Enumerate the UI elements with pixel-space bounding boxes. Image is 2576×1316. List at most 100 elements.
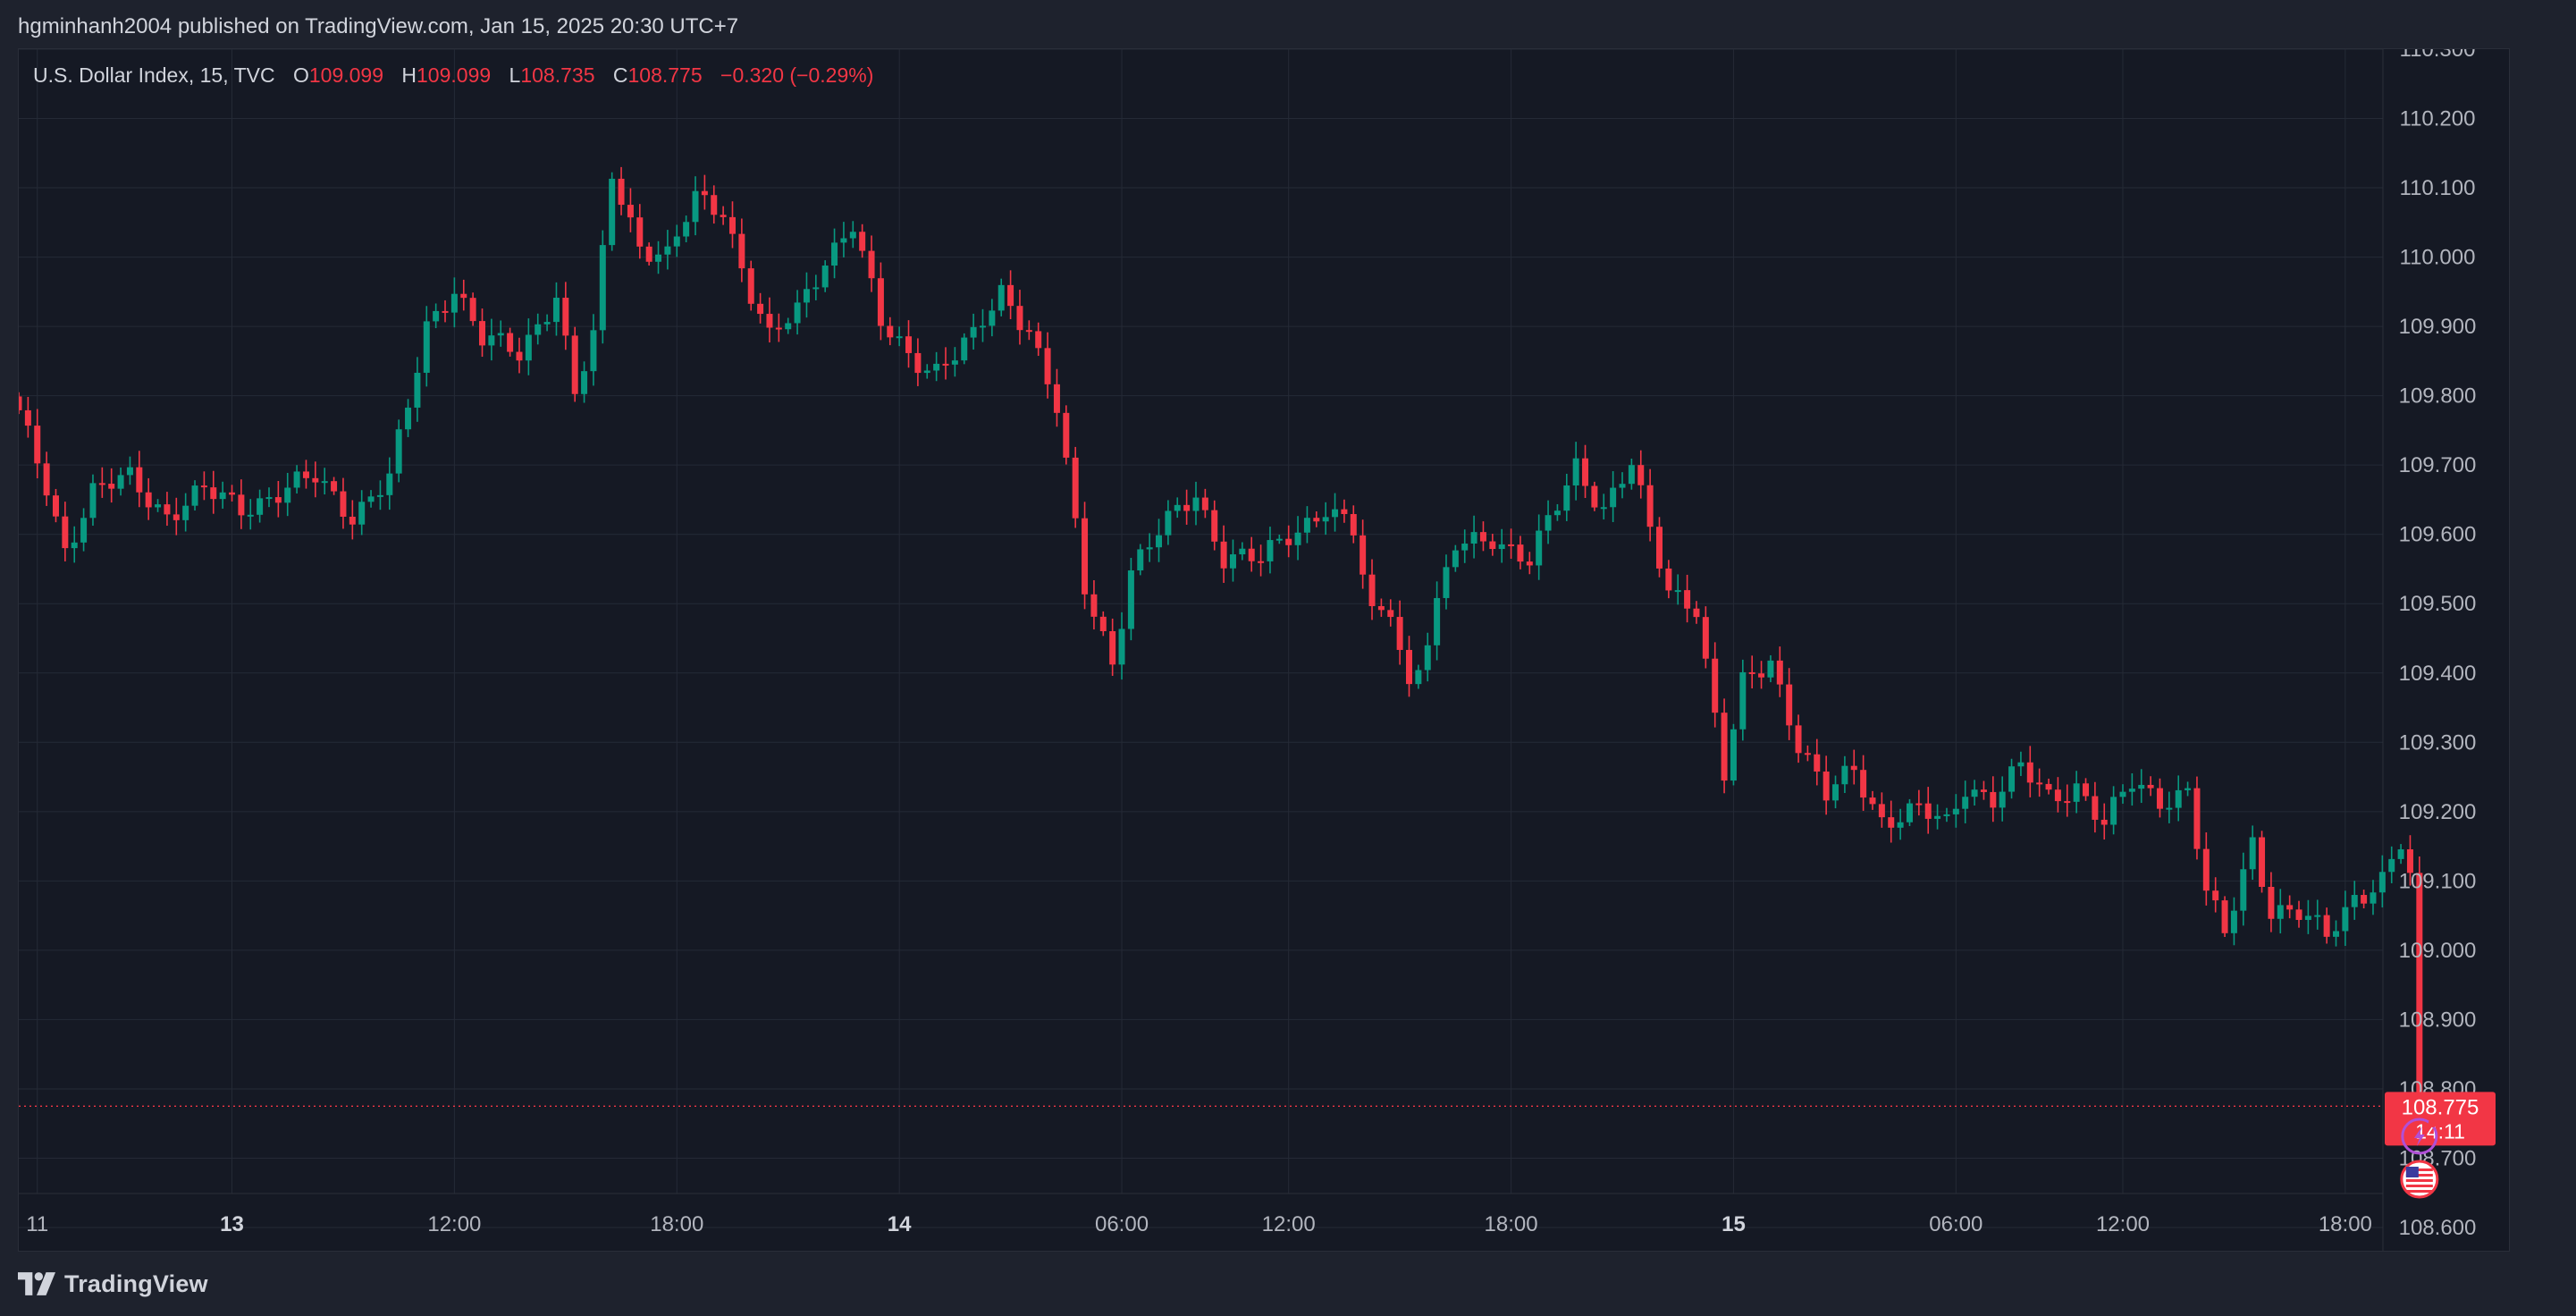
candle <box>961 333 968 365</box>
candle-body <box>1007 284 1014 307</box>
candle-body <box>2351 895 2358 907</box>
candle <box>1183 489 1191 525</box>
tradingview-logo-icon <box>18 1272 55 1295</box>
candle-body <box>1804 753 1811 755</box>
price-tick-label: 110.100 <box>2400 176 2476 200</box>
candle-body <box>2036 782 2043 785</box>
high-label: H <box>401 63 417 87</box>
candle <box>1841 755 1848 794</box>
candle <box>1600 494 1607 520</box>
candle <box>2416 856 2423 1121</box>
candle <box>1294 516 1301 561</box>
price-axis[interactable]: 108.600108.700108.800108.900109.000109.1… <box>2399 49 2477 1240</box>
candle <box>2166 791 2173 823</box>
flag-canton <box>2405 1167 2419 1177</box>
candle-body <box>2286 905 2294 910</box>
candle-body <box>219 492 226 500</box>
time-tick-label: 12:00 <box>427 1212 481 1236</box>
candle-body <box>479 321 485 346</box>
candle <box>200 471 207 501</box>
candle <box>433 303 440 329</box>
candle <box>414 357 421 422</box>
candle <box>1146 533 1153 562</box>
candle <box>590 314 597 386</box>
time-axis[interactable]: 11 13 12:00 18:00 14 06:00 12:00 18:00 15 06:00 12… <box>26 1212 2372 1236</box>
candle <box>2388 846 2395 883</box>
candle <box>1220 525 1227 583</box>
candle-body <box>552 298 560 323</box>
candle <box>2128 773 2135 806</box>
candle <box>673 224 680 257</box>
candle <box>905 320 913 368</box>
candle <box>831 228 838 279</box>
candle-body <box>2083 783 2090 797</box>
candle <box>2314 899 2321 930</box>
candle <box>1109 618 1116 676</box>
candle-body <box>136 467 143 493</box>
time-tick-label: 11 <box>26 1212 48 1236</box>
flag-stripe <box>2405 1185 2433 1187</box>
candle <box>1980 780 1987 800</box>
candle <box>219 481 226 509</box>
candle-body <box>1248 548 1255 561</box>
candle-body <box>265 497 273 500</box>
candle-body <box>2314 915 2321 917</box>
candle <box>1332 493 1339 532</box>
candle-body <box>1637 465 1645 485</box>
candle-body <box>599 245 606 331</box>
candle-body <box>2100 819 2108 825</box>
candle <box>543 314 551 332</box>
candle-body <box>2064 801 2071 804</box>
candle <box>1897 808 1904 840</box>
price-tick-label: 109.300 <box>2399 730 2477 755</box>
candle-body <box>34 426 41 464</box>
candle <box>655 240 662 274</box>
candle-body <box>1712 658 1719 713</box>
candle <box>664 230 671 270</box>
price-tick-label: 108.600 <box>2399 1216 2477 1240</box>
candle <box>618 166 625 215</box>
candle-body <box>655 254 662 262</box>
price-tick-label: 110.000 <box>2400 246 2476 270</box>
candle <box>2054 777 2061 813</box>
candle-body <box>1526 561 1533 566</box>
alert-ring <box>2401 1118 2438 1155</box>
candle <box>1758 661 1765 689</box>
candle-body <box>933 363 940 371</box>
chart-area[interactable]: 108.600 108.700 108.800 108.900 109.000 109.1… <box>18 48 2510 1252</box>
candle-body <box>2147 784 2154 789</box>
candle <box>155 499 162 512</box>
candle-body <box>2240 869 2247 911</box>
candle-body <box>683 222 690 237</box>
candle-body <box>701 190 708 196</box>
candle <box>1424 632 1431 682</box>
candle <box>1072 446 1079 528</box>
candle <box>821 260 829 292</box>
publisher-info: hgminhanh2004 published on TradingView.c… <box>18 14 739 38</box>
candle <box>989 299 996 337</box>
candle <box>609 172 616 251</box>
candle <box>877 262 884 341</box>
tradingview-brand[interactable]: TradingView <box>18 1270 208 1298</box>
candle-body <box>1971 789 1978 797</box>
candle-body <box>1823 772 1830 801</box>
candle-body <box>562 298 569 336</box>
candle-body <box>1915 803 1923 806</box>
candle-body <box>1591 485 1598 508</box>
candle-body <box>1739 671 1747 730</box>
candle-body <box>1099 616 1107 631</box>
candlestick-chart[interactable]: 108.600108.700108.800108.900109.000109.1… <box>19 49 2510 1252</box>
lightning-alert-icon[interactable] <box>2401 1118 2438 1155</box>
candle-body <box>321 481 328 484</box>
candle-body <box>1035 331 1042 349</box>
candle <box>1470 515 1477 559</box>
footer-bar: TradingView <box>0 1252 2576 1316</box>
candle <box>1479 521 1486 552</box>
candle-body <box>284 487 291 503</box>
us-flag-economic-event-icon[interactable] <box>2400 1160 2439 1199</box>
candle <box>1739 659 1747 741</box>
candle-body <box>1508 544 1515 546</box>
candle-body <box>785 323 792 330</box>
candle-body <box>1267 540 1274 561</box>
candle <box>2202 832 2210 906</box>
